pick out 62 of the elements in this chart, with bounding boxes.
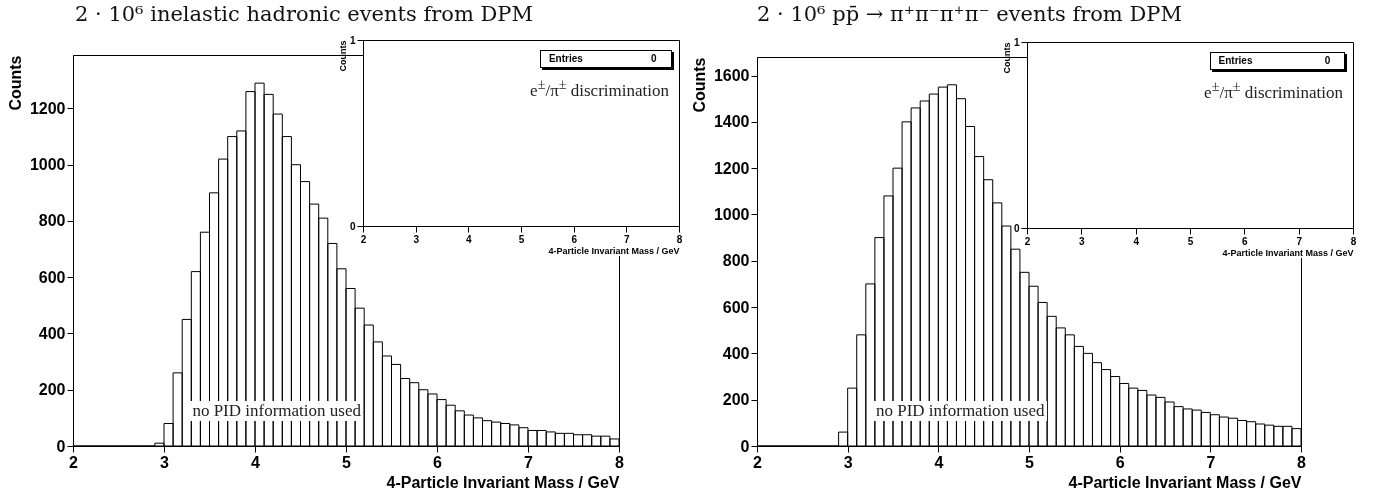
- x-axis-title: 4-Particle Invariant Mass / GeV: [1068, 473, 1302, 491]
- x-tick-label: 8: [615, 453, 625, 471]
- x-axis-title: 4-Particle Invariant Mass / GeV: [1222, 247, 1354, 258]
- y-tick-label: 1000: [713, 205, 750, 223]
- y-tick-label: 1400: [713, 113, 750, 131]
- x-tick-label: 2: [360, 233, 367, 245]
- y-tick-label: 1600: [713, 67, 750, 85]
- y-tick-label: 200: [38, 381, 66, 399]
- x-tick-label: 4: [934, 453, 944, 471]
- annotation: Entries: [1218, 55, 1253, 66]
- x-tick-label: 7: [524, 453, 534, 471]
- annotation: no PID information used: [873, 401, 1047, 422]
- y-tick-label: 1000: [29, 156, 66, 174]
- x-tick-label: 8: [676, 233, 683, 245]
- y-tick-label: 400: [722, 344, 750, 362]
- x-tick-label: 5: [1187, 235, 1194, 247]
- annotation: no PID information used: [190, 401, 363, 422]
- y-tick-label: 1200: [713, 159, 750, 177]
- x-axis-title: 4-Particle Invariant Mass / GeV: [548, 245, 680, 256]
- y-tick-label: 200: [722, 391, 750, 409]
- annotation: Entries: [548, 53, 583, 64]
- x-tick-label: 5: [342, 453, 352, 471]
- x-tick-label: 5: [1025, 453, 1035, 471]
- x-tick-label: 6: [433, 453, 443, 471]
- x-tick-label: 3: [1079, 235, 1086, 247]
- y-tick-label: 600: [38, 268, 66, 286]
- x-tick-label: 2: [753, 453, 763, 471]
- y-axis-title: Counts: [6, 55, 24, 111]
- chart-title: 2 · 10⁶ pp̄ → π⁺π⁻π⁺π⁻ events from DPM: [757, 2, 1182, 26]
- y-tick-label: 800: [722, 252, 750, 270]
- x-tick-label: 7: [1206, 453, 1216, 471]
- y-tick-label: 600: [722, 298, 750, 316]
- x-tick-label: 3: [413, 233, 420, 245]
- x-tick-label: 4: [251, 453, 261, 471]
- x-tick-label: 2: [1024, 235, 1031, 247]
- x-tick-label: 7: [1296, 235, 1303, 247]
- x-tick-label: 4: [1133, 235, 1140, 247]
- y-axis-title: Counts: [690, 57, 708, 113]
- x-tick-label: 8: [1297, 453, 1307, 471]
- y-tick-label: 0: [740, 437, 750, 455]
- y-tick-label: 1: [349, 34, 356, 46]
- x-tick-label: 3: [843, 453, 853, 471]
- x-tick-label: 6: [1115, 453, 1125, 471]
- y-tick-label: 1: [1013, 36, 1020, 48]
- x-tick-label: 6: [1242, 235, 1249, 247]
- x-tick-label: 2: [69, 453, 79, 471]
- x-axis-title: 4-Particle Invariant Mass / GeV: [386, 473, 620, 491]
- annotation: e$^{±}$/π$^{±}$ discrimination: [1202, 78, 1345, 103]
- annotation: 0: [1324, 55, 1331, 66]
- x-tick-label: 5: [518, 233, 525, 245]
- y-tick-label: 800: [38, 212, 66, 230]
- x-tick-label: 3: [160, 453, 170, 471]
- y-tick-label: 1200: [29, 99, 66, 117]
- y-tick-label: 0: [56, 437, 66, 455]
- annotation: 0: [650, 53, 657, 64]
- x-tick-label: 7: [624, 233, 631, 245]
- x-tick-label: 6: [571, 233, 578, 245]
- x-tick-label: 4: [466, 233, 473, 245]
- chart-title: 2 · 10⁶ inelastic hadronic events from DPM: [75, 2, 533, 26]
- annotation: e$^{±}$/π$^{±}$ discrimination: [528, 76, 671, 101]
- x-tick-label: 8: [1350, 235, 1357, 247]
- y-tick-label: 400: [38, 324, 66, 342]
